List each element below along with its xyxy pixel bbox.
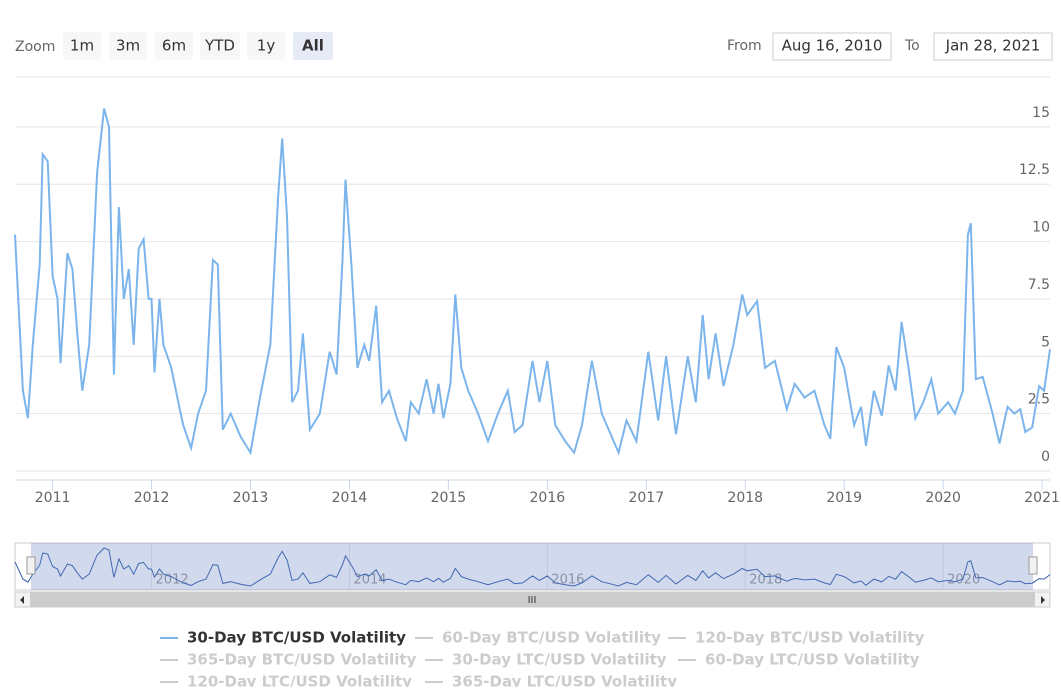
- x-tick-label: 2014: [332, 490, 368, 506]
- y-tick-label: 15: [1032, 105, 1050, 121]
- legend-label[interactable]: 60-Day BTC/USD Volatility: [442, 629, 661, 647]
- x-tick-label: 2021: [1024, 490, 1060, 506]
- y-tick-label: 2.5: [1028, 392, 1050, 408]
- range-button-label: All: [302, 37, 324, 55]
- zoom-label: Zoom: [15, 39, 55, 55]
- to-value: Jan 28, 2021: [945, 37, 1041, 55]
- range-button-label: 1m: [70, 37, 94, 55]
- series-line: [14, 108, 1051, 456]
- scrollbar-thumb[interactable]: [30, 592, 1035, 607]
- range-button-label: YTD: [204, 37, 235, 55]
- x-tick-label: 2019: [826, 490, 862, 506]
- navigator-tick-label: 2012: [156, 573, 189, 588]
- navigator-handle[interactable]: [26, 556, 36, 575]
- from-label: From: [727, 38, 762, 54]
- y-tick-label: 0: [1041, 449, 1050, 465]
- range-button[interactable]: [63, 32, 101, 60]
- range-button[interactable]: [247, 32, 285, 60]
- range-button[interactable]: [293, 32, 333, 60]
- range-button-label: 6m: [162, 37, 186, 55]
- legend-label[interactable]: 30-Day BTC/USD Volatility: [187, 629, 406, 647]
- range-button-label: 1y: [257, 37, 276, 55]
- to-label: To: [904, 38, 920, 54]
- legend-label[interactable]: 120-Day BTC/USD Volatility: [695, 629, 925, 647]
- navigator-tick-label: 2020: [947, 573, 980, 588]
- legend-label[interactable]: 30-Day LTC/USD Volatility: [452, 651, 667, 669]
- navigator-handle[interactable]: [1028, 556, 1038, 575]
- to-input[interactable]: [933, 32, 1053, 61]
- legend-label[interactable]: 365-Day LTC/USD Volatility: [452, 673, 677, 691]
- x-tick-label: 2020: [925, 490, 961, 506]
- legend-label[interactable]: 120-Day LTC/USD Volatility: [187, 673, 412, 691]
- x-tick-label: 2016: [530, 490, 566, 506]
- legend-label[interactable]: 60-Day LTC/USD Volatility: [705, 651, 920, 669]
- y-tick-label: 10: [1032, 220, 1050, 236]
- y-tick-label: 5: [1041, 334, 1050, 350]
- navigator-tick-label: 2014: [353, 573, 386, 588]
- legend-label[interactable]: 365-Day BTC/USD Volatility: [187, 651, 417, 669]
- x-tick-label: 2017: [628, 490, 664, 506]
- navigator-line: [14, 547, 1051, 587]
- range-button[interactable]: [200, 32, 240, 60]
- x-tick-label: 2018: [727, 490, 763, 506]
- x-tick-label: 2011: [35, 490, 71, 506]
- range-button[interactable]: [109, 32, 147, 60]
- navigator-mask: [31, 543, 1033, 590]
- from-value: Aug 16, 2010: [782, 37, 883, 55]
- x-tick-label: 2012: [134, 490, 170, 506]
- scroll-left[interactable]: [20, 596, 24, 604]
- scroll-right[interactable]: [1041, 596, 1045, 604]
- range-button[interactable]: [155, 32, 193, 60]
- range-button-label: 3m: [116, 37, 140, 55]
- x-tick-label: 2013: [233, 490, 269, 506]
- y-tick-label: 12.5: [1019, 162, 1050, 178]
- x-tick-label: 2015: [431, 490, 467, 506]
- from-input[interactable]: [772, 32, 892, 61]
- navigator-frame: [14, 542, 1051, 591]
- scrollbar-grip: III: [528, 595, 537, 606]
- y-tick-label: 7.5: [1028, 277, 1050, 293]
